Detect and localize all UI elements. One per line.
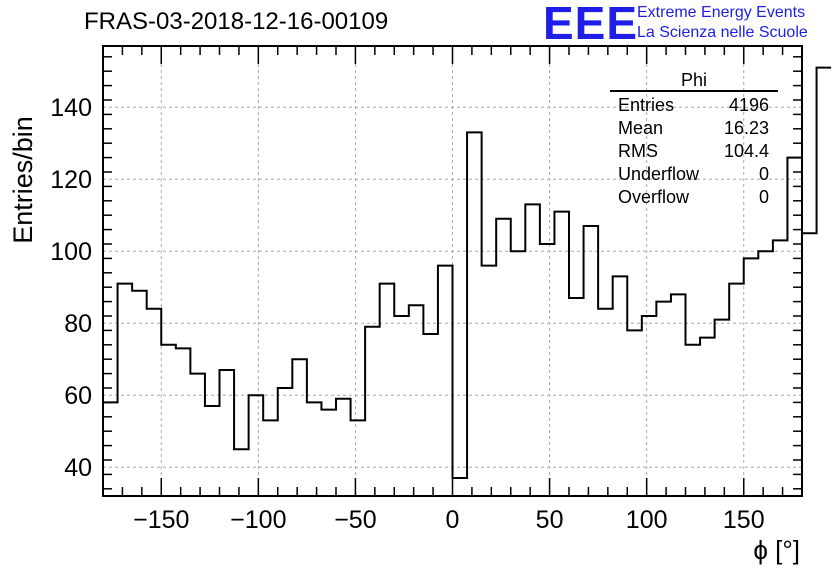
histogram-step-line <box>103 66 832 479</box>
axes: −150 −100 −50 0 50 100 150 40 60 80 100 120 140 <box>50 45 803 534</box>
stats-label: RMS <box>618 141 658 161</box>
y-axis-label: Entries/bin <box>8 116 38 244</box>
stats-value: 16.23 <box>723 118 769 138</box>
eee-logo: EEE <box>543 0 639 49</box>
x-tick-label: 50 <box>536 506 564 534</box>
stats-value: 4196 <box>728 95 769 115</box>
stats-row: Overflow 0 <box>610 186 778 209</box>
stats-label: Entries <box>618 95 675 115</box>
chart-title: FRAS-03-2018-12-16-00109 <box>84 8 389 35</box>
stats-box: Phi Entries 4196 Mean 16.23 RMS 104.4 Un… <box>610 70 778 209</box>
y-tick-label: 40 <box>64 454 92 482</box>
stats-label: Overflow <box>618 187 690 207</box>
x-tick-label: −100 <box>230 506 286 534</box>
x-tick-label: −50 <box>334 506 376 534</box>
y-tick-label: 60 <box>64 382 92 410</box>
stats-row: RMS 104.4 <box>610 140 778 163</box>
x-tick-label: 150 <box>723 506 765 534</box>
x-tick-label: 0 <box>446 506 460 534</box>
stats-row: Underflow 0 <box>610 163 778 186</box>
stats-label: Mean <box>618 118 664 138</box>
y-tick-label: 120 <box>50 166 92 194</box>
y-tick-label: 80 <box>64 310 92 338</box>
stats-row: Mean 16.23 <box>610 117 778 140</box>
stats-label: Underflow <box>618 164 700 184</box>
stats-value: 0 <box>758 187 769 207</box>
x-tick-label: 100 <box>626 506 668 534</box>
y-tick-label: 140 <box>50 94 92 122</box>
x-tick-label: −150 <box>133 506 189 534</box>
x-axis-label: ϕ [°] <box>753 535 800 565</box>
logo-line-2: La Scienza nelle Scuole <box>637 24 808 41</box>
stats-value: 104.4 <box>723 141 769 161</box>
stats-row: Entries 4196 <box>610 94 778 117</box>
logo-line-1: Extreme Energy Events <box>637 4 806 21</box>
y-tick-label: 100 <box>50 238 92 266</box>
stats-value: 0 <box>758 164 769 184</box>
stats-title: Phi <box>610 70 778 92</box>
